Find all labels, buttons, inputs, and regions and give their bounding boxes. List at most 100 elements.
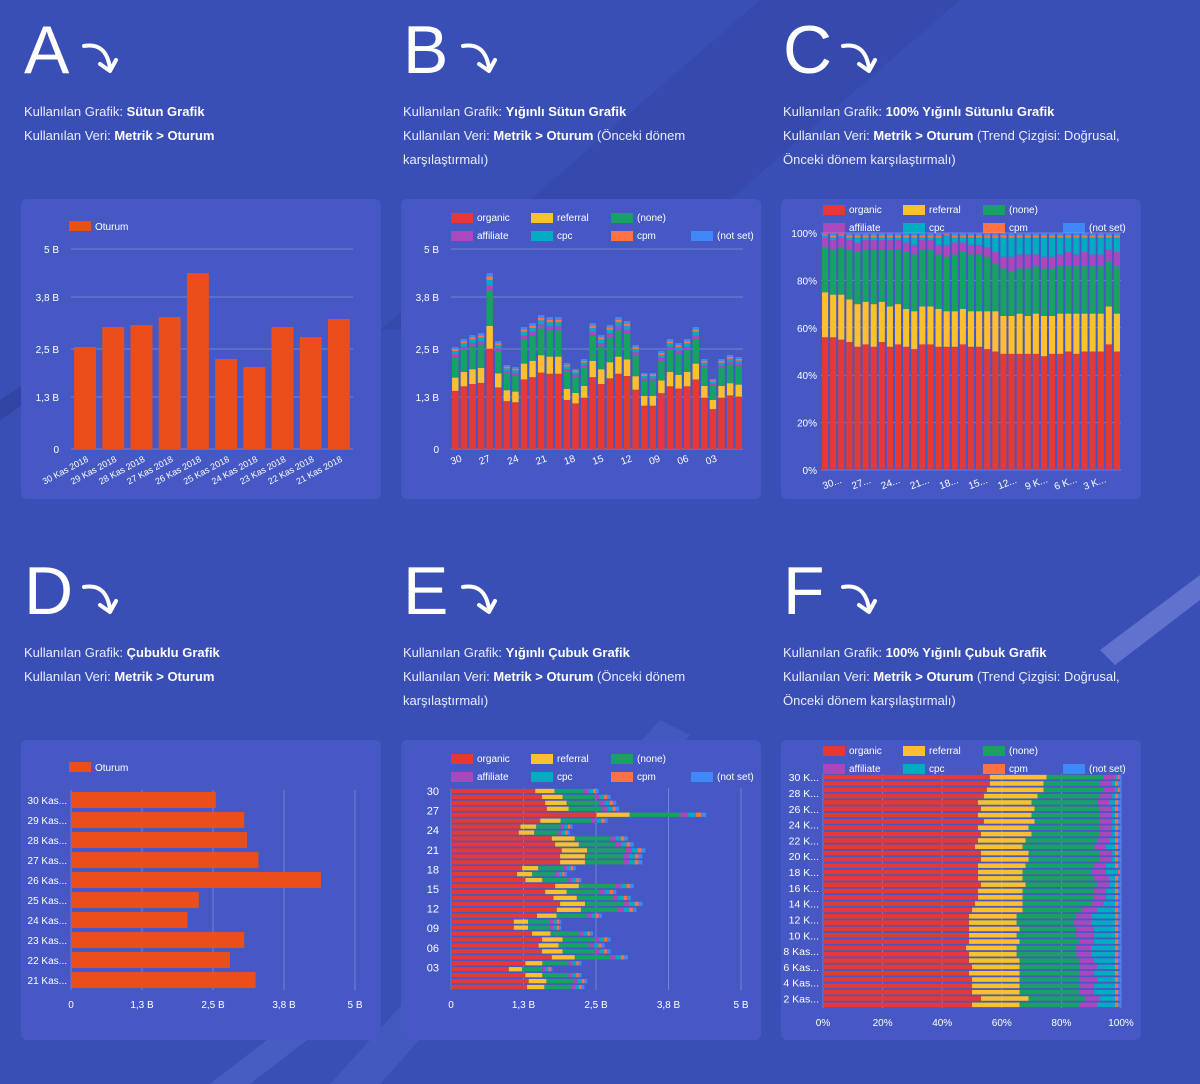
bar-segment-organic xyxy=(1089,351,1096,470)
bar-segment-referral xyxy=(560,854,585,859)
bar-segment-notset xyxy=(495,341,502,344)
legend-swatch xyxy=(611,772,633,782)
bar-segment-none xyxy=(1019,970,1080,976)
bar-segment-referral xyxy=(520,363,528,380)
bar-segment-organic xyxy=(822,337,829,470)
bar-segment-organic xyxy=(486,348,493,449)
bar-segment-affiliate xyxy=(1008,256,1015,271)
legend-swatch xyxy=(451,772,473,782)
section-info: Kullanılan Grafik: Çubuklu Grafik Kullan… xyxy=(24,645,220,684)
bar-segment-referral xyxy=(854,304,861,347)
bar-segment-cpm xyxy=(992,235,999,238)
bar-segment-none xyxy=(452,357,459,378)
bar-segment-none xyxy=(1028,857,1101,862)
bar-segment-notset xyxy=(935,233,942,236)
bar-segment-affiliate xyxy=(967,244,975,255)
legend-swatch xyxy=(1063,764,1085,774)
bar-segment-affiliate xyxy=(555,872,559,877)
bar-segment-cpm xyxy=(592,788,596,794)
x-tick-label: 1,3 B xyxy=(512,1000,536,1011)
bar-segment-referral xyxy=(666,372,674,387)
bar-segment-cpm xyxy=(612,806,616,811)
bar-segment-affiliate xyxy=(495,348,502,352)
bar-segment-organic xyxy=(675,388,682,449)
bar-segment-notset xyxy=(649,373,657,375)
bar-segment-cpc xyxy=(967,237,975,245)
bar-segment-referral xyxy=(1097,313,1104,352)
bar-segment-notset xyxy=(735,357,742,359)
bar-segment-referral xyxy=(513,925,529,930)
bar-segment-referral xyxy=(477,367,485,383)
bar-segment-notset xyxy=(1118,958,1121,963)
bar-segment-referral xyxy=(589,360,596,378)
bar-segment-affiliate xyxy=(558,830,562,835)
bar-segment-cpc xyxy=(495,345,502,349)
bar-segment-notset xyxy=(567,830,570,835)
curved-arrow-icon xyxy=(461,584,497,614)
bar-segment-affiliate xyxy=(1079,977,1098,982)
bar-segment-notset xyxy=(886,233,893,236)
bar-segment-affiliate xyxy=(623,329,631,334)
bar-segment-referral xyxy=(537,355,545,373)
bar-segment-referral xyxy=(555,842,579,847)
bar-segment-organic xyxy=(709,409,717,449)
bar-segment-affiliate xyxy=(984,247,991,257)
bar-segment-cpm xyxy=(1115,806,1119,812)
bar-segment-cpc xyxy=(886,237,893,241)
bar-segment-cpm xyxy=(1115,977,1119,982)
bar-segment-notset xyxy=(612,800,617,805)
bar-segment-referral xyxy=(513,919,529,924)
bar-segment-cpc xyxy=(959,237,966,243)
bar-segment-cpc xyxy=(546,322,553,327)
legend-label: referral xyxy=(929,746,961,757)
bar-segment-organic xyxy=(943,346,950,470)
bar-segment-notset xyxy=(612,889,617,895)
bar-segment-organic xyxy=(451,872,518,877)
legend-swatch xyxy=(691,772,713,782)
bar-segment-organic xyxy=(563,399,571,449)
bar-segment-affiliate xyxy=(992,251,999,264)
bar-segment-cpc xyxy=(615,836,621,841)
bar-segment-organic xyxy=(641,405,648,449)
bar-segment-none xyxy=(683,350,691,372)
bar-segment-organic xyxy=(451,860,561,865)
bar-segment-affiliate xyxy=(1100,812,1113,818)
bar-segment-referral xyxy=(992,311,999,352)
bar-segment-none xyxy=(658,360,665,381)
y-tick-label: 3,8 B xyxy=(416,293,440,304)
bar-segment-referral xyxy=(553,895,577,901)
bar-segment-cpc xyxy=(1097,237,1104,255)
bar-segment-organic xyxy=(580,397,588,449)
bar-segment-notset xyxy=(503,365,511,367)
bar-segment-cpc xyxy=(1100,996,1116,1001)
bar-segment-referral xyxy=(972,983,1020,989)
bar-segment-referral xyxy=(517,872,533,877)
bar-segment-notset xyxy=(1057,233,1064,236)
bar-segment-referral xyxy=(972,964,1020,970)
x-tick-label: 30... xyxy=(821,475,843,492)
bar-segment-organic xyxy=(927,344,934,470)
bar-segment-referral xyxy=(701,386,708,398)
y-tick-label: 28 Kas... xyxy=(28,836,67,847)
bar-segment-organic xyxy=(632,389,639,449)
y-tick-label: 40% xyxy=(797,371,817,382)
bar-segment-cpc xyxy=(692,331,699,336)
bar-segment-none xyxy=(542,961,569,966)
bar-segment-affiliate xyxy=(599,800,605,805)
bar-segment-cpm xyxy=(1115,964,1119,970)
legend-swatch xyxy=(903,746,925,756)
bar-segment-none xyxy=(1031,800,1098,805)
legend-label: (none) xyxy=(1009,746,1038,757)
bar-segment-affiliate xyxy=(1081,251,1088,267)
bar-segment-cpc xyxy=(992,237,999,252)
bar-segment-none xyxy=(584,901,624,906)
bar-segment-cpc xyxy=(927,237,934,241)
bar-segment-cpm xyxy=(623,895,628,901)
legend-label: affiliate xyxy=(849,764,881,775)
bar-segment-referral xyxy=(555,883,579,889)
bar-segment-cpc xyxy=(878,237,885,241)
bar-segment-notset xyxy=(595,788,599,794)
legend-label: organic xyxy=(849,205,882,216)
bar-segment-affiliate xyxy=(878,240,885,250)
bar-segment-notset xyxy=(1097,233,1104,236)
